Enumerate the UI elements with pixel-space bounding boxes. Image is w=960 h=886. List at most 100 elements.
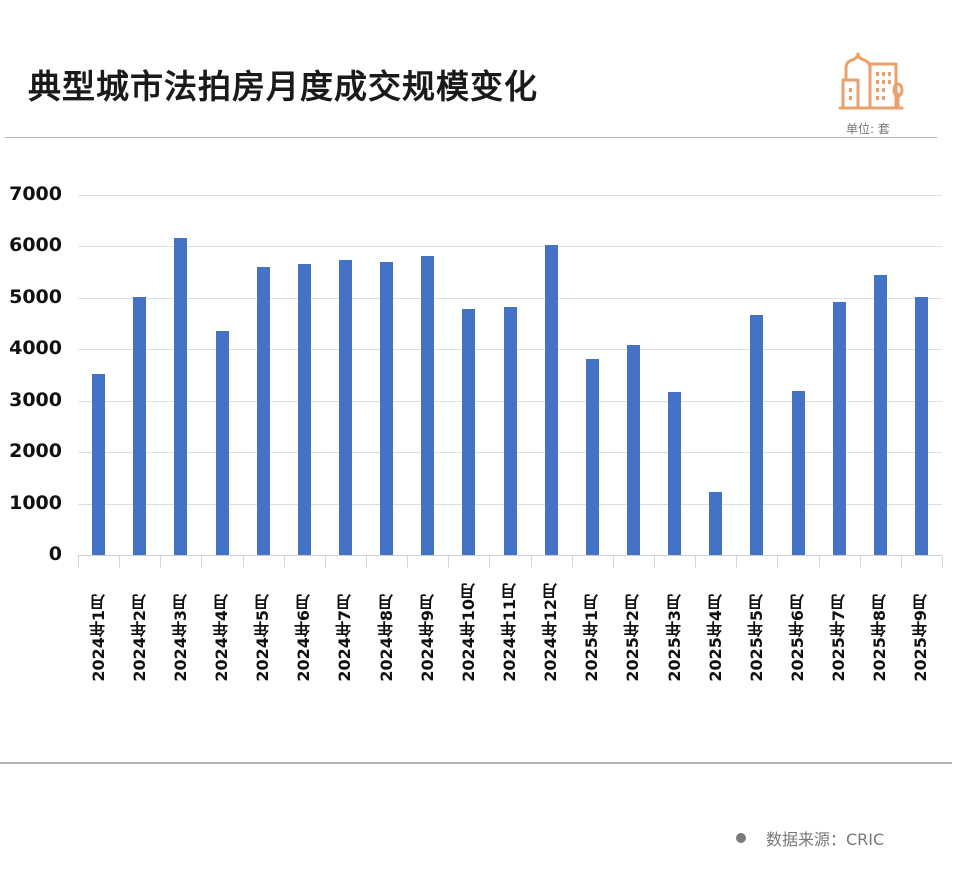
bullet-icon <box>736 833 746 843</box>
x-tick <box>531 556 532 568</box>
x-tick <box>284 556 285 568</box>
x-tick <box>777 556 778 568</box>
y-tick-label: 2000 <box>9 440 62 462</box>
bar <box>668 392 681 555</box>
data-source: 数据来源：CRIC <box>736 826 884 850</box>
x-tick <box>572 556 573 568</box>
chart-title: 典型城市法拍房月度成交规模变化 <box>28 67 538 106</box>
x-tick-label: 2024年9月 <box>417 572 439 682</box>
x-tick-label: 2025年9月 <box>910 572 932 682</box>
x-tick-text: 2025年1月 <box>582 594 601 682</box>
x-tick-label: 2025年1月 <box>581 572 603 682</box>
x-tick-text: 2024年7月 <box>335 594 354 682</box>
bar <box>545 245 558 555</box>
x-tick-label: 2024年10月 <box>458 572 480 682</box>
x-tick <box>901 556 902 568</box>
x-tick-text: 2025年9月 <box>911 594 930 682</box>
x-tick-label: 2024年11月 <box>499 572 521 682</box>
footer-divider <box>0 762 952 764</box>
x-tick-label: 2024年7月 <box>334 572 356 682</box>
x-tick-label: 2024年1月 <box>88 572 110 682</box>
x-tick-label: 2025年6月 <box>787 572 809 682</box>
x-tick-text: 2024年11月 <box>500 583 519 682</box>
header-divider <box>5 137 937 138</box>
bar <box>257 267 270 555</box>
x-tick <box>489 556 490 568</box>
x-tick-text: 2025年6月 <box>788 594 807 682</box>
x-tick-label: 2025年5月 <box>746 572 768 682</box>
y-tick-label: 0 <box>48 543 62 565</box>
x-tick <box>860 556 861 568</box>
x-tick-label: 2025年2月 <box>622 572 644 682</box>
bar <box>915 297 928 555</box>
x-tick <box>448 556 449 568</box>
bar <box>421 256 434 555</box>
x-tick <box>325 556 326 568</box>
x-tick <box>654 556 655 568</box>
x-tick-text: 2024年5月 <box>253 594 272 682</box>
x-tick-text: 2024年10月 <box>459 583 478 682</box>
bar <box>298 264 311 555</box>
bar <box>874 275 887 555</box>
bar <box>586 359 599 555</box>
x-axis <box>78 555 942 556</box>
x-tick <box>407 556 408 568</box>
bar <box>174 238 187 555</box>
bar <box>216 331 229 555</box>
x-tick-label: 2024年6月 <box>293 572 315 682</box>
y-tick-label: 4000 <box>9 337 62 359</box>
bar <box>462 309 475 555</box>
x-tick <box>736 556 737 568</box>
x-tick-text: 2025年7月 <box>829 594 848 682</box>
x-tick-label: 2024年4月 <box>211 572 233 682</box>
gridline <box>78 246 942 247</box>
bar <box>339 260 352 555</box>
x-tick <box>119 556 120 568</box>
bar <box>627 345 640 555</box>
bar <box>504 307 517 555</box>
bar <box>792 391 805 555</box>
y-tick-label: 6000 <box>9 234 62 256</box>
y-tick-label: 5000 <box>9 286 62 308</box>
x-tick <box>201 556 202 568</box>
x-tick-text: 2025年3月 <box>665 594 684 682</box>
x-tick-label: 2025年4月 <box>705 572 727 682</box>
bar-chart: 0 1000 2000 3000 4000 5000 6000 7000 2024年1月 2024… <box>9 183 943 682</box>
x-tick-text: 2024年3月 <box>171 594 190 682</box>
x-tick-label: 2025年8月 <box>869 572 891 682</box>
x-tick <box>243 556 244 568</box>
bar <box>380 262 393 555</box>
x-tick-text: 2024年8月 <box>377 594 396 682</box>
x-tick-text: 2025年5月 <box>747 594 766 682</box>
city-buildings-icon <box>838 52 904 110</box>
x-tick-text: 2024年6月 <box>294 594 313 682</box>
x-tick-label: 2024年3月 <box>170 572 192 682</box>
x-tick-text: 2025年4月 <box>706 594 725 682</box>
x-tick <box>78 556 79 568</box>
y-tick-label: 7000 <box>9 183 62 205</box>
x-tick <box>613 556 614 568</box>
x-tick <box>160 556 161 568</box>
y-tick-label: 3000 <box>9 389 62 411</box>
unit-label: 单位: 套 <box>846 122 890 136</box>
x-tick-text: 2024年2月 <box>130 594 149 682</box>
x-tick-label: 2024年8月 <box>376 572 398 682</box>
x-tick-text: 2024年9月 <box>418 594 437 682</box>
x-tick-label: 2024年2月 <box>129 572 151 682</box>
x-tick-text: 2024年4月 <box>212 594 231 682</box>
x-tick <box>366 556 367 568</box>
x-tick-text: 2025年8月 <box>870 594 889 682</box>
x-tick <box>942 556 943 568</box>
gridline <box>78 195 942 196</box>
source-label: 数据来源：CRIC <box>766 830 885 849</box>
bar <box>92 374 105 555</box>
x-tick <box>819 556 820 568</box>
x-tick-label: 2025年7月 <box>828 572 850 682</box>
bar <box>709 492 722 555</box>
y-tick-label: 1000 <box>9 492 62 514</box>
x-tick-text: 2024年12月 <box>541 583 560 682</box>
x-tick-text: 2025年2月 <box>623 594 642 682</box>
x-tick-label: 2024年5月 <box>252 572 274 682</box>
bar <box>750 315 763 555</box>
x-tick-label: 2024年12月 <box>540 572 562 682</box>
